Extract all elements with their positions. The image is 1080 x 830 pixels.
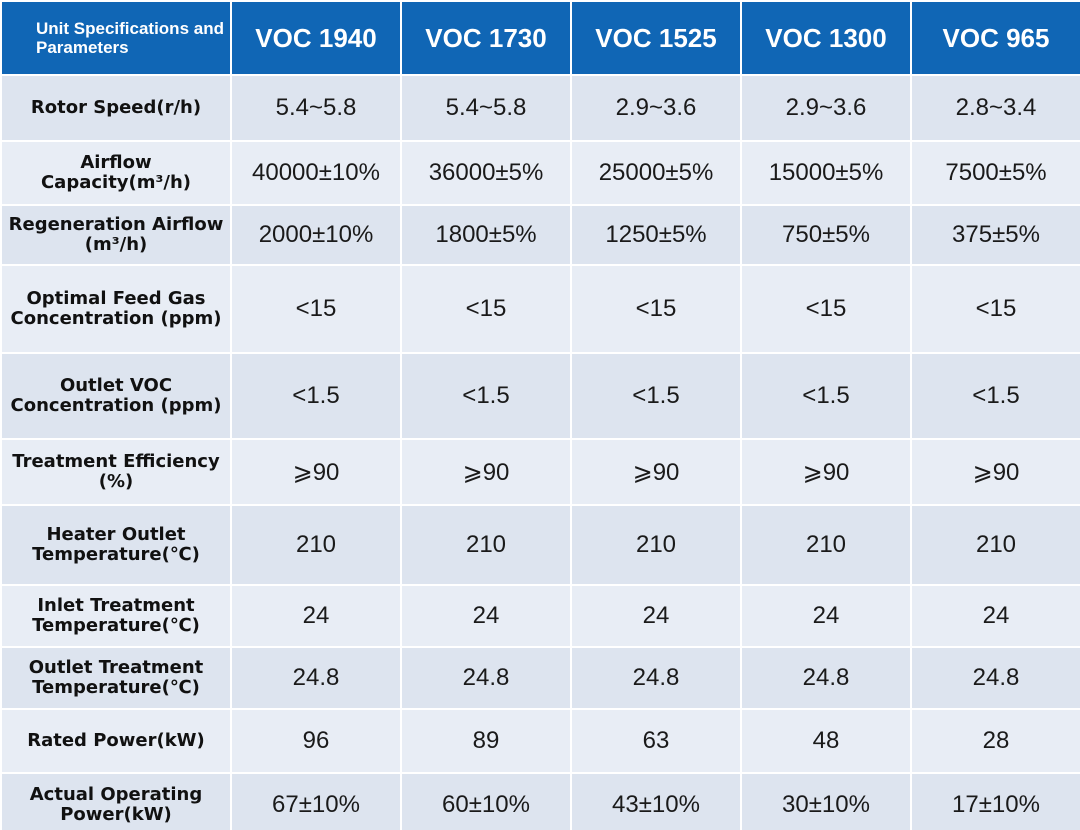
table-row: Optimal Feed Gas Concentration (ppm) <15… <box>0 264 1080 354</box>
cell-value: <1.5 <box>570 352 742 440</box>
row-label: Treatment Efficiency (%) <box>0 438 232 506</box>
table-row: Outlet VOC Concentration (ppm) <1.5 <1.5… <box>0 352 1080 440</box>
row-label: Airflow Capacity(m³/h) <box>0 140 232 206</box>
cell-value: ⩾90 <box>570 438 742 506</box>
cell-value: <15 <box>910 264 1080 354</box>
cell-value: 2.9~3.6 <box>740 74 912 142</box>
table-row: Airflow Capacity(m³/h) 40000±10% 36000±5… <box>0 140 1080 206</box>
row-label: Outlet VOC Concentration (ppm) <box>0 352 232 440</box>
cell-value: ⩾90 <box>230 438 402 506</box>
header-row: Unit Specifications and Parameters VOC 1… <box>0 0 1080 76</box>
model-header: VOC 1300 <box>740 0 912 76</box>
cell-value: 24.8 <box>910 646 1080 710</box>
cell-value: 17±10% <box>910 772 1080 830</box>
cell-value: 210 <box>230 504 402 586</box>
table-row: Regeneration Airflow (m³/h) 2000±10% 180… <box>0 204 1080 266</box>
cell-value: 48 <box>740 708 912 774</box>
cell-value: 60±10% <box>400 772 572 830</box>
model-header: VOC 1940 <box>230 0 402 76</box>
cell-value: 67±10% <box>230 772 402 830</box>
cell-value: 210 <box>400 504 572 586</box>
cell-value: 375±5% <box>910 204 1080 266</box>
cell-value: 24.8 <box>230 646 402 710</box>
cell-value: 36000±5% <box>400 140 572 206</box>
cell-value: 24.8 <box>570 646 742 710</box>
cell-value: 5.4~5.8 <box>230 74 402 142</box>
cell-value: <15 <box>230 264 402 354</box>
corner-header: Unit Specifications and Parameters <box>0 0 232 76</box>
cell-value: ⩾90 <box>740 438 912 506</box>
cell-value: <1.5 <box>740 352 912 440</box>
cell-value: <1.5 <box>400 352 572 440</box>
cell-value: <15 <box>400 264 572 354</box>
model-header: VOC 1525 <box>570 0 742 76</box>
cell-value: 28 <box>910 708 1080 774</box>
cell-value: 15000±5% <box>740 140 912 206</box>
cell-value: 30±10% <box>740 772 912 830</box>
table-row: Inlet Treatment Temperature(℃) 24 24 24 … <box>0 584 1080 648</box>
cell-value: <15 <box>740 264 912 354</box>
cell-value: 210 <box>740 504 912 586</box>
row-label: Heater Outlet Temperature(℃) <box>0 504 232 586</box>
cell-value: 5.4~5.8 <box>400 74 572 142</box>
row-label: Outlet Treatment Temperature(℃) <box>0 646 232 710</box>
row-label: Rated Power(kW) <box>0 708 232 774</box>
cell-value: 2000±10% <box>230 204 402 266</box>
table-row: Treatment Efficiency (%) ⩾90 ⩾90 ⩾90 ⩾90… <box>0 438 1080 506</box>
table-row: Outlet Treatment Temperature(℃) 24.8 24.… <box>0 646 1080 710</box>
cell-value: 63 <box>570 708 742 774</box>
cell-value: 750±5% <box>740 204 912 266</box>
cell-value: <1.5 <box>910 352 1080 440</box>
cell-value: 2.8~3.4 <box>910 74 1080 142</box>
model-header: VOC 1730 <box>400 0 572 76</box>
cell-value: 24.8 <box>740 646 912 710</box>
cell-value: 210 <box>910 504 1080 586</box>
model-header: VOC 965 <box>910 0 1080 76</box>
cell-value: 25000±5% <box>570 140 742 206</box>
cell-value: 1250±5% <box>570 204 742 266</box>
cell-value: 24 <box>570 584 742 648</box>
cell-value: 7500±5% <box>910 140 1080 206</box>
cell-value: ⩾90 <box>910 438 1080 506</box>
table-row: Rotor Speed(r/h) 5.4~5.8 5.4~5.8 2.9~3.6… <box>0 74 1080 142</box>
row-label: Actual Operating Power(kW) <box>0 772 232 830</box>
cell-value: 40000±10% <box>230 140 402 206</box>
cell-value: 24 <box>910 584 1080 648</box>
cell-value: 24 <box>740 584 912 648</box>
cell-value: 2.9~3.6 <box>570 74 742 142</box>
cell-value: 1800±5% <box>400 204 572 266</box>
cell-value: 24.8 <box>400 646 572 710</box>
row-label: Regeneration Airflow (m³/h) <box>0 204 232 266</box>
cell-value: 89 <box>400 708 572 774</box>
cell-value: 24 <box>400 584 572 648</box>
row-label: Inlet Treatment Temperature(℃) <box>0 584 232 648</box>
cell-value: 43±10% <box>570 772 742 830</box>
cell-value: <1.5 <box>230 352 402 440</box>
table-row: Heater Outlet Temperature(℃) 210 210 210… <box>0 504 1080 586</box>
row-label: Rotor Speed(r/h) <box>0 74 232 142</box>
cell-value: ⩾90 <box>400 438 572 506</box>
table-row: Actual Operating Power(kW) 67±10% 60±10%… <box>0 772 1080 830</box>
cell-value: 24 <box>230 584 402 648</box>
row-label: Optimal Feed Gas Concentration (ppm) <box>0 264 232 354</box>
cell-value: <15 <box>570 264 742 354</box>
cell-value: 96 <box>230 708 402 774</box>
cell-value: 210 <box>570 504 742 586</box>
table-row: Rated Power(kW) 96 89 63 48 28 <box>0 708 1080 774</box>
